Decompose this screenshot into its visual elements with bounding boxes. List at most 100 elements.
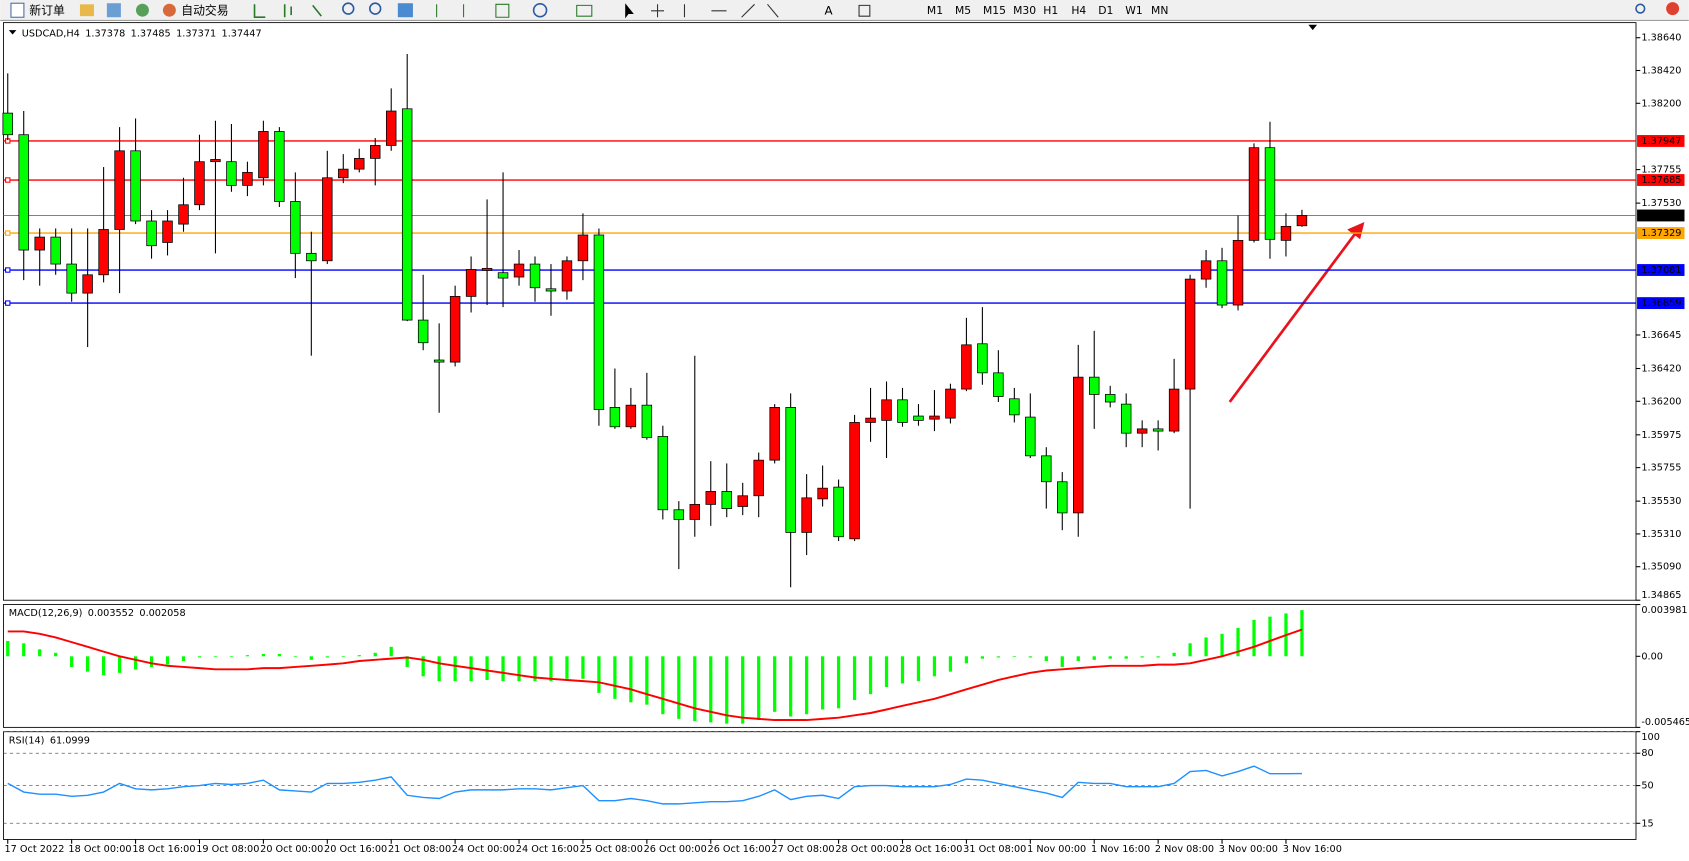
macd-bar [709, 656, 713, 723]
indicator-value: 0.002058 [139, 608, 185, 619]
candle-body [1168, 388, 1180, 432]
auto-trading-button[interactable]: 自动交易 [181, 3, 228, 17]
level-label: 1.37081 [1641, 265, 1681, 276]
y-tick-label: 1.35755 [1641, 463, 1681, 474]
icon[interactable] [342, 2, 355, 15]
timeframe-button[interactable]: H1 [1043, 4, 1058, 17]
icon[interactable]: A [825, 3, 833, 17]
candle-body [497, 272, 509, 279]
macd-bar [1092, 656, 1096, 660]
macd-bar [1188, 643, 1192, 657]
icon[interactable] [625, 3, 634, 19]
candle-body [705, 491, 716, 505]
icon[interactable] [1666, 2, 1680, 16]
y-tick-label: 1.36200 [1641, 396, 1681, 407]
icon[interactable] [253, 4, 322, 19]
candle-body [82, 274, 93, 294]
icon[interactable] [436, 3, 593, 18]
x-tick-label: 3 Nov 16:00 [1283, 844, 1342, 855]
candle-body [1264, 147, 1276, 240]
candle-body [561, 260, 573, 292]
macd-bar [852, 656, 857, 701]
candle-body [481, 268, 493, 271]
candle-body [354, 158, 365, 170]
x-tick-label: 25 Oct 08:00 [580, 844, 643, 855]
macd-bar [70, 656, 74, 667]
candle-body [833, 486, 844, 538]
icon[interactable] [397, 3, 413, 18]
macd-bar [533, 656, 537, 682]
x-tick-label: 2 Nov 08:00 [1155, 844, 1214, 855]
x-tick-label: 18 Oct 16:00 [132, 844, 195, 855]
macd-bar [789, 656, 793, 717]
candle-body [194, 161, 205, 206]
macd-bar [1300, 610, 1304, 657]
y-tick-label: 1.35090 [1641, 562, 1681, 573]
timeframe-button[interactable]: M5 [955, 4, 971, 17]
candle-body [609, 407, 621, 428]
icon[interactable] [106, 3, 121, 18]
level-handle [5, 177, 11, 183]
level-label-bg [1637, 297, 1685, 310]
new-order-button[interactable]: 新订单 [29, 3, 65, 17]
icon[interactable] [532, 2, 548, 18]
macd-bar [277, 653, 281, 657]
indicator-value: 1.37371 [176, 28, 216, 39]
y-tick-label: 1.34865 [1641, 590, 1681, 601]
toolbar: 新订单 自动交易 A [0, 0, 1689, 22]
candle-body [737, 495, 748, 507]
macd-bar [245, 655, 250, 657]
macd-bar [1172, 652, 1176, 657]
timeframe-button[interactable]: MN [1151, 4, 1168, 17]
macd-bar [1236, 627, 1240, 657]
level-label: 1.37685 [1641, 175, 1681, 186]
macd-bar [996, 656, 1000, 658]
icon[interactable] [162, 3, 176, 17]
macd-bar [133, 656, 138, 670]
toolbar-bg [0, 0, 1689, 21]
timeframe-button[interactable]: M30 [1013, 4, 1036, 17]
candle-body [322, 177, 333, 262]
candle-body [577, 234, 589, 262]
y-tick-label: 0.003981 [1641, 605, 1687, 616]
candle-body [1041, 455, 1052, 483]
candle-body [721, 491, 732, 509]
icon[interactable] [135, 3, 149, 17]
candle-body [306, 252, 317, 262]
macd-bar [677, 656, 681, 719]
symbol-marker [8, 30, 17, 35]
timeframe-button[interactable]: M1 [927, 4, 943, 17]
macd-bar [181, 656, 186, 661]
candle-body [881, 399, 892, 421]
y-tick-label: 50 [1641, 781, 1653, 792]
candle-body [529, 263, 541, 289]
macd-bar [1156, 656, 1160, 658]
x-tick-label: 1 Nov 16:00 [1091, 844, 1150, 855]
timeframe-button[interactable]: H4 [1071, 4, 1086, 17]
macd-bar [197, 656, 202, 658]
icon[interactable] [10, 2, 25, 18]
candle-body [130, 150, 141, 222]
macd-bar [229, 656, 234, 657]
macd-bar [693, 656, 697, 722]
timeframe-button[interactable]: W1 [1125, 4, 1143, 17]
macd-bar [805, 656, 809, 715]
macd-bar [820, 656, 825, 710]
macd-bar [54, 652, 58, 657]
candle-body [801, 497, 812, 533]
timeframe-button[interactable]: M15 [983, 4, 1006, 17]
candle-body [769, 407, 780, 461]
x-tick-label: 20 Oct 16:00 [324, 844, 387, 855]
icon[interactable] [79, 4, 94, 17]
timeframe-button[interactable]: D1 [1098, 4, 1113, 17]
y-tick-label: 1.38200 [1641, 98, 1681, 109]
y-tick-label: 100 [1641, 732, 1660, 743]
candle-body [1009, 398, 1020, 416]
icon[interactable] [369, 2, 382, 15]
x-tick-label: 21 Oct 08:00 [388, 844, 451, 855]
last-price-label: 1.37447 [1641, 210, 1681, 221]
icon[interactable] [1635, 3, 1646, 14]
macd-bar [1108, 656, 1112, 659]
annotation-arrow-head [1347, 221, 1365, 240]
icon[interactable] [651, 3, 871, 18]
